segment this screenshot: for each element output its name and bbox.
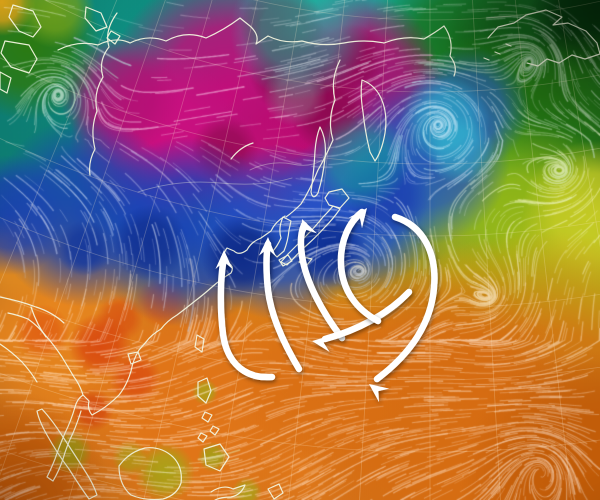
recurve-arrow-west (312, 288, 413, 353)
coastline-borneo (118, 447, 182, 500)
coastline-india-borders (0, 296, 65, 338)
surge-arrow-yellow-sea (215, 250, 276, 381)
coastline-philippine-islands (197, 411, 220, 443)
coastline-aleutian-islands (483, 43, 512, 61)
coastline-hainan (127, 351, 142, 365)
coastline-alaska-coast (487, 9, 600, 67)
cyclonic-hook-arrow (337, 208, 382, 325)
coastline-mindanao (203, 443, 230, 472)
coastline-kamchatka (360, 79, 387, 162)
coastline-halmahera (267, 483, 284, 500)
coastline-korea (271, 216, 292, 258)
surge-arrow-yellow-sea-head (215, 250, 233, 269)
big-sweep-arrow-south (369, 213, 438, 403)
coastline-arctic-coast (57, 17, 445, 51)
coastline-sakhalin (310, 126, 327, 198)
coastline-sulawesi (210, 484, 246, 500)
surge-arrow-japan (297, 219, 346, 342)
coastline-sumatra (36, 408, 98, 500)
coastline-lake-baikal (230, 142, 254, 160)
coastline-china-coast (145, 215, 286, 343)
coastline-taiwan (194, 334, 205, 353)
coastline-arctic-islands (84, 6, 121, 45)
surge-arrow-korea (258, 237, 303, 373)
coastline-hokkaido (324, 188, 350, 209)
coastline-chukotka-coast (443, 25, 456, 77)
coastlines (0, 4, 600, 500)
big-sweep-arrow-south-head (369, 384, 390, 403)
surge-arrow-korea-head (258, 237, 276, 257)
cyclonic-hook-arrow-head (348, 208, 367, 229)
coastline-mongolia-border (137, 177, 293, 193)
coastline-ob-river (88, 12, 118, 176)
coastline-luzon (197, 377, 212, 404)
recurve-arrow-west-head (312, 335, 332, 353)
wind-flow-arrows (215, 208, 438, 403)
coastline-scandinavia-coast (0, 4, 42, 94)
coastline-amur-border (249, 159, 323, 171)
surge-arrow-japan-head (301, 219, 317, 240)
coastline-bengal-india-coast (0, 312, 38, 383)
